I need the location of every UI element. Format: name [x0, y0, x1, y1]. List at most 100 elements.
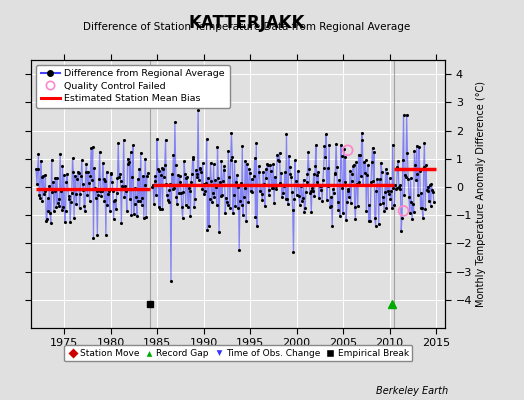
Point	[65, 196, 73, 202]
Point	[247, 176, 256, 182]
Point	[281, 169, 289, 176]
Point	[154, 166, 162, 172]
Point	[233, 172, 241, 178]
Point	[383, 170, 391, 176]
Point	[320, 164, 328, 171]
Point	[32, 166, 40, 173]
Point	[422, 162, 430, 168]
Point	[381, 188, 389, 195]
Point	[373, 176, 381, 182]
Point	[328, 222, 336, 229]
Point	[311, 163, 319, 169]
Point	[268, 184, 277, 191]
Point	[244, 199, 253, 206]
Point	[230, 191, 238, 198]
Point	[222, 195, 230, 201]
Point	[163, 192, 171, 198]
Point	[278, 181, 287, 188]
Point	[326, 202, 335, 209]
Point	[91, 184, 99, 191]
Point	[88, 177, 96, 183]
Point	[189, 154, 198, 160]
Point	[119, 136, 128, 143]
Text: Difference of Station Temperature Data from Regional Average: Difference of Station Temperature Data f…	[83, 22, 410, 32]
Point	[358, 137, 367, 143]
Point	[177, 190, 185, 196]
Point	[378, 168, 386, 175]
Point	[160, 174, 168, 180]
Point	[292, 192, 301, 198]
Point	[427, 203, 435, 209]
Point	[138, 195, 147, 202]
Point	[413, 171, 422, 178]
Point	[168, 186, 177, 192]
Point	[79, 181, 88, 187]
Point	[62, 179, 71, 185]
Point	[370, 149, 378, 155]
Point	[318, 198, 326, 204]
Point	[275, 150, 283, 156]
Point	[92, 195, 100, 202]
Point	[301, 205, 309, 211]
Point	[90, 165, 99, 172]
Point	[140, 215, 148, 221]
Point	[58, 206, 66, 213]
Point	[252, 140, 260, 147]
Point	[50, 208, 58, 214]
Point	[152, 192, 160, 198]
Point	[95, 176, 103, 182]
Point	[312, 142, 320, 148]
Point	[78, 157, 86, 163]
Point	[223, 202, 232, 208]
Point	[272, 183, 280, 189]
Point	[294, 168, 302, 175]
Point	[113, 190, 121, 197]
Point	[412, 142, 421, 149]
Point	[302, 179, 311, 186]
Point	[75, 205, 84, 211]
Point	[46, 210, 54, 216]
Point	[282, 131, 291, 137]
Point	[156, 206, 165, 212]
Point	[367, 179, 375, 185]
Point	[336, 212, 344, 219]
Point	[322, 131, 330, 138]
Point	[395, 184, 403, 190]
Point	[424, 188, 432, 194]
Point	[296, 182, 304, 188]
Point	[199, 160, 207, 166]
Point	[429, 188, 437, 195]
Point	[356, 152, 364, 159]
Point	[183, 174, 191, 180]
Point	[127, 212, 136, 218]
Point	[255, 168, 264, 175]
Point	[337, 152, 346, 159]
Point	[416, 168, 424, 174]
Point	[82, 169, 90, 176]
Point	[423, 184, 432, 190]
Point	[184, 204, 192, 210]
Point	[244, 182, 252, 188]
Point	[40, 190, 48, 197]
Point	[401, 172, 409, 178]
Point	[345, 194, 354, 200]
Point	[385, 191, 393, 197]
Point	[101, 178, 110, 184]
Point	[216, 193, 225, 199]
Point	[339, 210, 347, 216]
Point	[351, 204, 359, 210]
Point	[83, 192, 92, 198]
Point	[410, 148, 419, 154]
Point	[182, 174, 191, 181]
Point	[151, 173, 160, 180]
Point	[173, 201, 181, 207]
Point	[89, 144, 97, 150]
Point	[350, 161, 358, 168]
Point	[414, 192, 422, 198]
Point	[61, 208, 70, 214]
Point	[420, 164, 428, 170]
Point	[137, 202, 146, 209]
Point	[84, 180, 93, 186]
Point	[144, 170, 152, 176]
Point	[95, 149, 104, 155]
